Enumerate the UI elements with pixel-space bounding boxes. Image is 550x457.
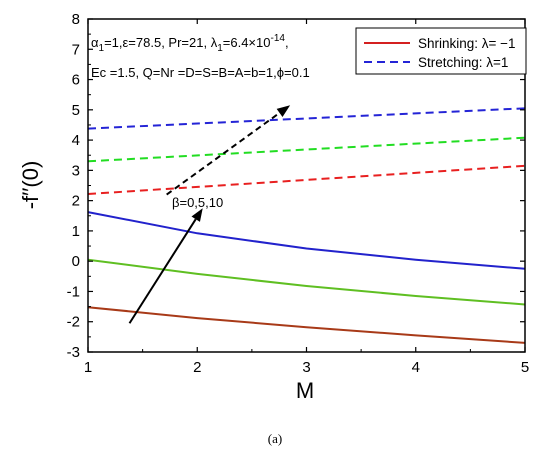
series-line-1 (87, 136, 526, 163)
series-layer (87, 107, 526, 344)
arrow-line-0 (128, 218, 197, 324)
figure-caption: (a) (268, 431, 282, 446)
y-tick-label-1: -2 (67, 314, 80, 331)
y-tick-label-11: 8 (72, 11, 80, 28)
annotation-line-1: α1=1,ε=78.5, Pr=21, λ1=6.4×10-14, (91, 33, 289, 54)
y-tick-label-2: -1 (67, 283, 80, 300)
series-line-4 (87, 258, 526, 306)
x-tick-label-2: 3 (302, 359, 310, 376)
y-tick-label-4: 1 (72, 223, 80, 240)
x-tick-label-4: 5 (521, 359, 529, 376)
y-axis-label: -f′′(0) (18, 161, 43, 210)
arrow-layer (128, 105, 291, 324)
y-tick-label-7: 4 (72, 132, 80, 149)
y-tick-label-9: 6 (72, 72, 80, 89)
annotation-line-2: Ec =1.5, Q=Nr =D=S=B=A=b=1,ϕ=0.1 (91, 65, 310, 80)
axis-ticks: 1 2 3 4 5 -3 -2 -1 0 1 2 3 4 5 6 7 8 (67, 11, 530, 376)
y-tick-label-0: -3 (67, 344, 80, 361)
series-line-3 (87, 211, 526, 270)
arrow-head-1 (276, 105, 291, 117)
x-tick-label-0: 1 (84, 359, 92, 376)
series-line-5 (87, 306, 526, 344)
arrow-line-1 (166, 112, 281, 196)
legend-label-shrinking: Shrinking: λ= −1 (418, 36, 516, 51)
series-line-0 (87, 107, 526, 130)
x-axis-label: M (296, 378, 314, 403)
y-tick-label-10: 7 (72, 41, 80, 58)
y-tick-label-3: 0 (72, 253, 80, 270)
legend-box (355, 27, 527, 75)
legend: Shrinking: λ= −1 Stretching: λ=1 (355, 27, 527, 75)
series-line-2 (87, 164, 526, 195)
x-tick-label-1: 2 (193, 359, 201, 376)
x-tick-label-3: 4 (412, 359, 420, 376)
y-tick-label-5: 2 (72, 193, 80, 210)
y-tick-label-8: 5 (72, 102, 80, 119)
y-tick-label-6: 3 (72, 162, 80, 179)
beta-label: β=0,5,10 (172, 195, 223, 210)
arrow-head-0 (191, 208, 203, 222)
legend-label-stretching: Stretching: λ=1 (418, 55, 508, 70)
